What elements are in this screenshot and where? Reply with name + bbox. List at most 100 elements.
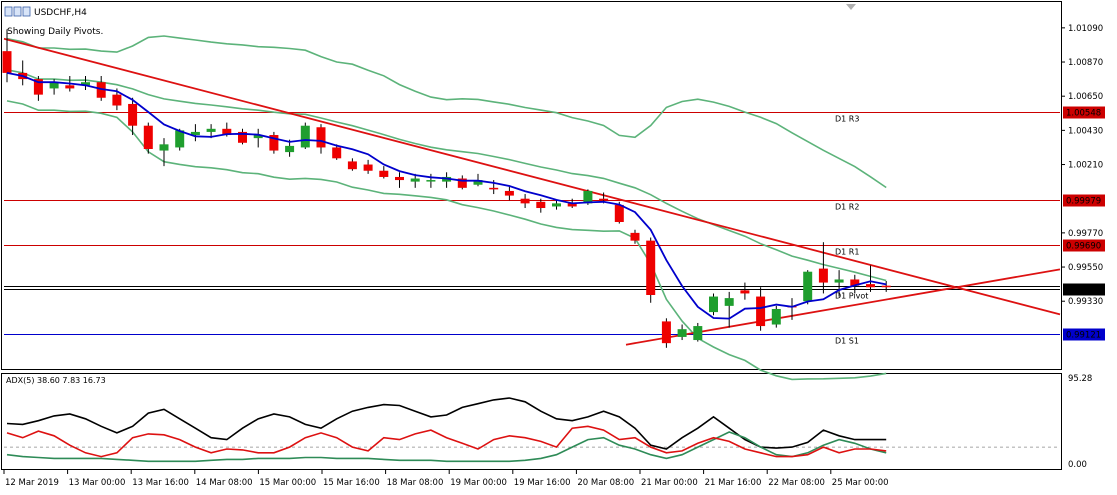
bull-candle bbox=[190, 131, 200, 136]
bear-candle bbox=[222, 128, 232, 136]
price-tick-label: 1.00430 bbox=[1068, 126, 1103, 136]
price-tag bbox=[1063, 328, 1105, 341]
price-tag bbox=[1063, 194, 1105, 207]
bull-candle bbox=[834, 279, 844, 283]
bull-candle bbox=[300, 125, 310, 148]
bull-candle bbox=[724, 298, 734, 306]
bear-candle bbox=[332, 147, 342, 159]
adx-label: ADX(5) 38.60 7.83 16.73 bbox=[6, 376, 106, 385]
time-tick-label: 14 Mar 08:00 bbox=[196, 478, 253, 488]
bull-candle bbox=[175, 130, 185, 148]
bear-candle bbox=[379, 170, 389, 177]
bear-candle bbox=[567, 203, 577, 207]
pivot-subtitle: Showing Daily Pivots. bbox=[7, 27, 103, 37]
bear-candle bbox=[112, 94, 122, 106]
price-tick-label: 1.00210 bbox=[1068, 161, 1103, 171]
plus-di-line bbox=[6, 431, 887, 463]
pivot-label: D1 Pivot bbox=[835, 292, 868, 301]
price-tick-label: 1.01090 bbox=[1068, 24, 1103, 34]
time-tick-label: 19 Mar 00:00 bbox=[450, 478, 507, 488]
time-tick-label: 13 Mar 16:00 bbox=[132, 478, 189, 488]
price-tag-text: 0.99121 bbox=[1066, 331, 1101, 341]
time-tick-label: 20 Mar 08:00 bbox=[577, 478, 634, 488]
bear-candle bbox=[661, 321, 671, 344]
bear-candle bbox=[143, 125, 153, 149]
bear-candle bbox=[850, 279, 860, 286]
minus-di-line bbox=[6, 425, 887, 458]
time-tick-label: 15 Mar 00:00 bbox=[259, 478, 316, 488]
bear-candle bbox=[316, 127, 326, 148]
bear-candle bbox=[756, 296, 766, 327]
bull-candle bbox=[473, 180, 483, 185]
bear-candle bbox=[866, 284, 875, 288]
bull-candle bbox=[206, 128, 216, 132]
adx-bottom-tick: 0.00 bbox=[1068, 460, 1087, 470]
bear-candle bbox=[96, 82, 106, 98]
symbol-title: USDCHF,H4 bbox=[34, 8, 87, 18]
symbol-icon[interactable] bbox=[22, 6, 31, 17]
bear-candle bbox=[520, 198, 530, 204]
price-tick-label: 0.99330 bbox=[1068, 297, 1103, 307]
bull-candle bbox=[583, 190, 593, 204]
bull-candle bbox=[693, 326, 703, 341]
bull-candle bbox=[709, 296, 718, 313]
bull-candle bbox=[410, 178, 420, 182]
bear-candle bbox=[238, 131, 247, 143]
fast-moving-average bbox=[6, 72, 887, 320]
bear-candle bbox=[646, 240, 656, 295]
price-tag-text: 0.99410 bbox=[1066, 286, 1101, 296]
bear-candle bbox=[614, 204, 624, 222]
bear-candle bbox=[536, 201, 546, 209]
adx-panel-frame bbox=[1, 373, 1062, 470]
time-tick-label: 21 Mar 00:00 bbox=[641, 478, 698, 488]
bull-candle bbox=[49, 82, 59, 89]
price-tag-text: 1.00548 bbox=[1066, 109, 1101, 119]
bear-candle bbox=[363, 164, 373, 171]
price-tick-label: 1.00650 bbox=[1068, 92, 1103, 102]
time-tick-label: 21 Mar 16:00 bbox=[705, 478, 762, 488]
price-tick-label: 0.99550 bbox=[1068, 263, 1103, 273]
time-tick-label: 19 Mar 16:00 bbox=[514, 478, 571, 488]
bear-candle bbox=[269, 135, 279, 151]
price-tag bbox=[1063, 106, 1105, 119]
price-tag-text: 0.99690 bbox=[1066, 242, 1101, 252]
time-tick-label: 18 Mar 08:00 bbox=[387, 478, 444, 488]
pivot-label: D1 R3 bbox=[835, 115, 859, 124]
chart-type-icon[interactable] bbox=[4, 6, 13, 17]
bollinger-middle-band bbox=[6, 69, 887, 282]
bull-candle bbox=[159, 144, 169, 151]
bear-candle bbox=[740, 290, 750, 294]
bear-candle bbox=[818, 268, 828, 283]
bull-candle bbox=[426, 180, 436, 182]
main-panel-frame bbox=[1, 1, 1062, 370]
bear-candle bbox=[347, 161, 357, 170]
pivot-label: D1 R1 bbox=[835, 248, 859, 257]
pivot-label: D1 R2 bbox=[835, 203, 859, 212]
bear-candle bbox=[65, 85, 75, 89]
descending-trendline bbox=[3, 37, 1061, 316]
bear-candle bbox=[395, 176, 404, 181]
bull-candle bbox=[803, 271, 813, 302]
price-tag bbox=[1063, 239, 1105, 252]
time-tick-label: 25 Mar 00:00 bbox=[832, 478, 889, 488]
bear-candle bbox=[881, 285, 891, 288]
bull-candle bbox=[253, 135, 263, 139]
adx-top-tick: 95.28 bbox=[1068, 374, 1092, 384]
bull-candle bbox=[285, 145, 295, 153]
bear-candle bbox=[630, 232, 640, 241]
price-tick-label: 1.00870 bbox=[1068, 58, 1103, 68]
bull-candle bbox=[81, 82, 90, 86]
bear-candle bbox=[2, 51, 12, 73]
bear-candle bbox=[33, 79, 43, 95]
shift-marker-icon[interactable] bbox=[846, 4, 856, 10]
bear-candle bbox=[599, 198, 609, 201]
pivot-label: D1 S1 bbox=[835, 337, 859, 346]
time-tick-label: 15 Mar 16:00 bbox=[323, 478, 380, 488]
window-icon[interactable] bbox=[13, 6, 22, 17]
time-tick-label: 13 Mar 00:00 bbox=[69, 478, 126, 488]
bollinger-upper-band bbox=[6, 35, 887, 189]
bear-candle bbox=[457, 178, 467, 188]
